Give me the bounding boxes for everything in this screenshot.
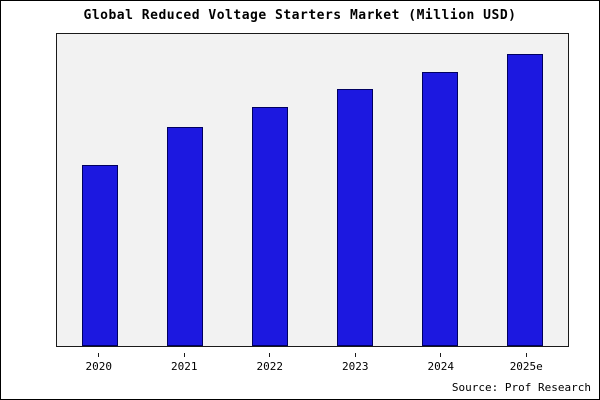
x-tick-label: 2021 xyxy=(171,360,198,373)
bar-slot xyxy=(483,34,568,346)
axis-tick xyxy=(525,353,527,357)
plot-area xyxy=(56,33,569,347)
bar-slot xyxy=(227,34,312,346)
source-note: Source: Prof Research xyxy=(451,381,591,394)
bar-2022 xyxy=(251,106,288,346)
bar-slot xyxy=(57,34,142,346)
x-tick-label: 2022 xyxy=(256,360,284,373)
x-slot: 2020 xyxy=(56,353,142,373)
x-tick-label: 2020 xyxy=(85,360,113,373)
x-slot: 2023 xyxy=(313,353,399,373)
x-axis: 2020 2021 2022 2023 2024 2025e xyxy=(56,353,569,373)
x-tick-label: 2023 xyxy=(342,360,369,373)
x-slot: 2022 xyxy=(227,353,313,373)
x-tick-label: 2025e xyxy=(509,360,543,373)
axis-tick xyxy=(98,353,100,357)
bar-2021 xyxy=(166,127,203,346)
bar-slot xyxy=(313,34,398,346)
axis-tick xyxy=(183,353,185,357)
bar-slot xyxy=(142,34,227,346)
axis-tick xyxy=(440,353,442,357)
x-slot: 2021 xyxy=(142,353,228,373)
bar-2023 xyxy=(337,89,374,346)
x-slot: 2024 xyxy=(398,353,484,373)
bar-2024 xyxy=(422,71,459,346)
x-slot: 2025e xyxy=(484,353,570,373)
axis-tick xyxy=(354,353,356,357)
bar-2025e xyxy=(507,54,544,346)
x-tick-label: 2024 xyxy=(427,360,455,373)
chart-title: Global Reduced Voltage Starters Market (… xyxy=(83,8,517,23)
bar-2020 xyxy=(81,165,118,346)
bar-series xyxy=(57,34,568,346)
axis-tick xyxy=(269,353,271,357)
bar-slot xyxy=(398,34,483,346)
